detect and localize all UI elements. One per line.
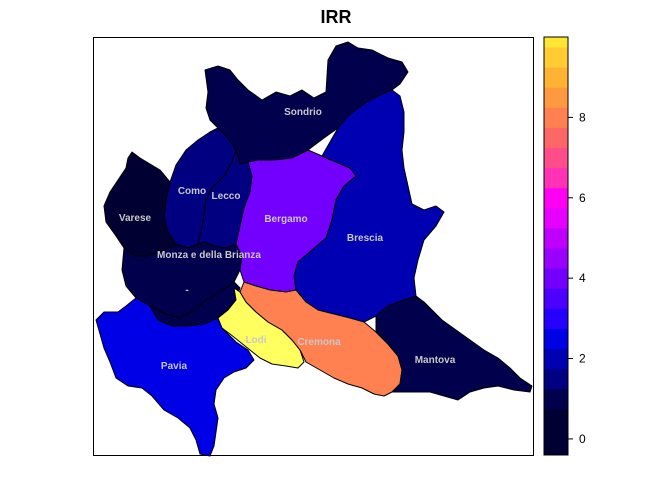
legend-tick-label: 4	[579, 271, 586, 285]
legend-color-step	[544, 288, 568, 309]
legend-color-step	[544, 167, 568, 189]
legend-color-step	[544, 87, 568, 108]
legend-tick-label: 0	[579, 432, 586, 446]
legend-color-step	[544, 187, 568, 209]
legend-color-step	[544, 348, 568, 370]
legend-frame	[543, 36, 569, 456]
region-mantova	[375, 295, 533, 401]
legend-color-step	[544, 388, 568, 410]
legend-color-step	[544, 47, 568, 68]
legend-tick-label: 8	[579, 110, 586, 124]
legend-color-step	[544, 37, 568, 48]
legend-color-step	[544, 368, 568, 390]
region-layer	[95, 41, 533, 457]
legend-colorbar: 0 2 4 6 8	[543, 36, 586, 456]
label-como: Como	[178, 186, 206, 197]
label-monza: Monza e della Brianza	[157, 250, 261, 261]
legend-color-step	[544, 248, 568, 269]
label-sondrio: Sondrio	[284, 107, 322, 118]
legend-color-step	[544, 428, 568, 456]
legend-color-step	[544, 67, 568, 88]
label-cremona: Cremona	[297, 337, 341, 348]
legend-color-step	[544, 268, 568, 289]
label-varese: Varese	[119, 213, 152, 224]
legend-color-step	[544, 408, 568, 430]
legend-color-step	[544, 127, 568, 149]
label-brescia: Brescia	[347, 233, 384, 244]
legend-color-step	[544, 308, 568, 329]
label-mantova: Mantova	[415, 355, 456, 366]
legend-color-step	[544, 207, 568, 229]
legend-tick-label: 2	[579, 352, 586, 366]
label-lodi: Lodi	[245, 335, 266, 346]
label-bergamo: Bergamo	[264, 214, 307, 225]
legend-color-step	[544, 328, 568, 349]
label-layer: Sondrio Como Lecco Varese Monza e della …	[119, 107, 456, 372]
region-pavia	[95, 297, 255, 457]
legend-tick-label: 6	[579, 191, 586, 205]
label-lecco: Lecco	[212, 191, 241, 202]
legend-color-step	[544, 147, 568, 169]
legend-color-step	[544, 227, 568, 249]
label-unnamed: -	[185, 285, 188, 296]
label-pavia: Pavia	[161, 361, 188, 372]
legend-color-step	[544, 107, 568, 128]
map-title: IRR	[321, 7, 352, 27]
